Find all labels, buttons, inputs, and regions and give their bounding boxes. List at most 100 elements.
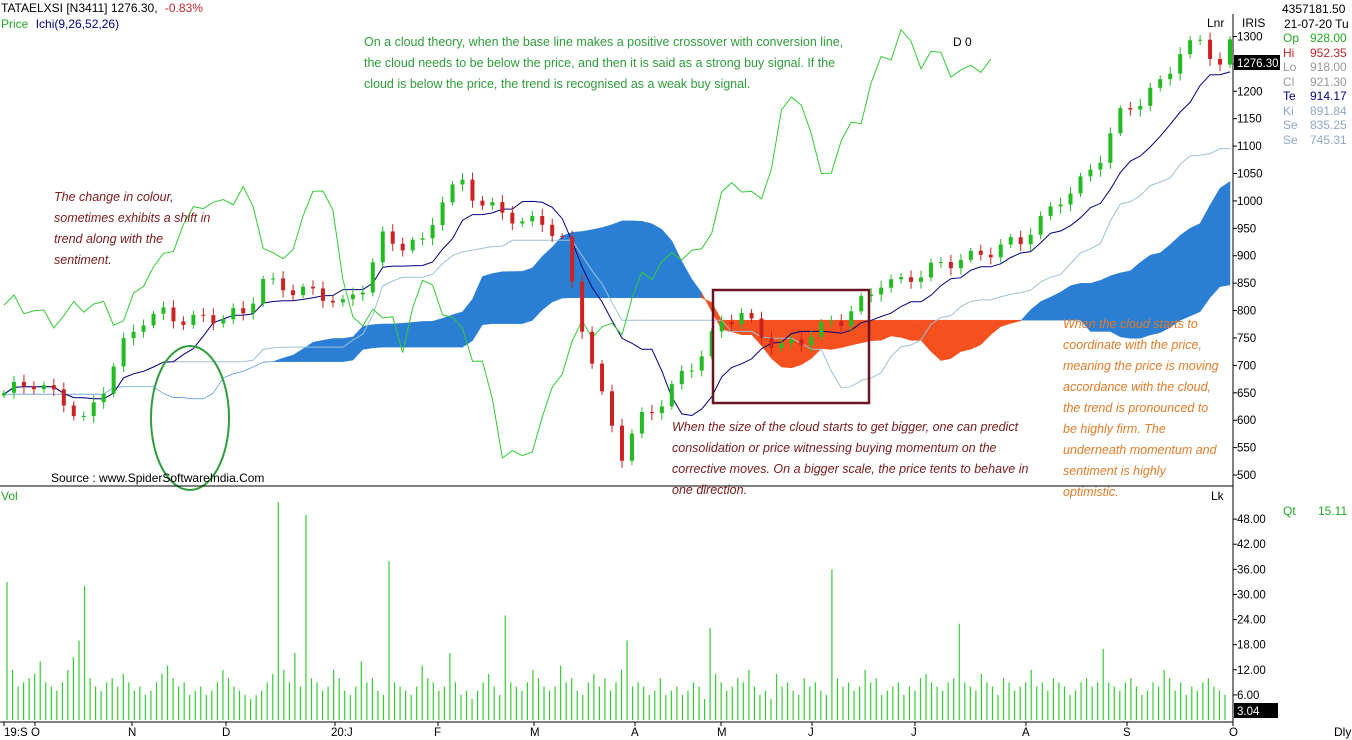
bullish-candle <box>1158 75 1163 92</box>
bullish-candle <box>430 217 435 246</box>
bullish-candle <box>968 247 973 263</box>
bearish-candle <box>550 218 555 242</box>
bullish-cloud-segment <box>213 377 224 394</box>
candle-body <box>191 314 196 325</box>
bearish-candle <box>610 384 615 433</box>
bullish-cloud-segment <box>1020 309 1031 322</box>
bullish-candle <box>1008 233 1013 248</box>
candle-body <box>400 243 405 251</box>
candle-body <box>789 339 794 344</box>
price-axis-ticks: 500 550 600 650 700 750 800 850 900 950 1000 1050 11… <box>1233 31 1263 482</box>
candle-body <box>181 321 186 325</box>
bearish-cloud-segment <box>920 319 932 353</box>
header-line-1: TATAELXSI [N3411] 1276.30, -0.83% <box>1 1 203 15</box>
candle-body <box>1068 193 1073 205</box>
bearish-cloud-segment <box>950 319 962 359</box>
bullish-cloud-segment <box>233 371 244 375</box>
bullish-cloud-segment <box>591 227 603 299</box>
bullish-candle <box>709 328 714 360</box>
last-price: 1276.30, <box>110 1 158 15</box>
ohlc-row-value: 891.84 <box>1310 103 1347 118</box>
bearish-candle <box>61 382 66 413</box>
bullish-candle <box>360 285 365 302</box>
bearish-cloud-segment <box>970 319 982 350</box>
bearish-candle <box>769 331 774 355</box>
bearish-candle <box>1218 52 1223 72</box>
bullish-candle <box>809 330 814 352</box>
candle-body <box>450 184 455 203</box>
volume-tick-label: 48.00 <box>1237 514 1266 526</box>
bullish-candle <box>1148 82 1153 112</box>
candle-body <box>859 296 864 312</box>
bullish-candle <box>889 274 894 293</box>
candle-body <box>619 425 624 461</box>
bullish-cloud-segment <box>223 373 234 379</box>
qt-value: 15.11 <box>1318 504 1348 518</box>
candle-body <box>709 331 714 357</box>
candle-body <box>161 307 166 314</box>
candle-body <box>91 402 96 416</box>
bearish-candle <box>570 230 575 288</box>
bullish-cloud-segment <box>432 318 443 348</box>
bearish-candle <box>281 271 286 298</box>
bullish-candle <box>261 275 266 307</box>
bearish-candle <box>540 208 545 233</box>
candle-body <box>769 338 774 348</box>
bullish-candle <box>370 258 375 297</box>
bearish-candle <box>71 401 76 421</box>
candle-body <box>101 393 106 403</box>
candle-body <box>879 287 884 295</box>
candle-body <box>919 277 924 282</box>
bullish-candle <box>530 210 535 227</box>
candle-body <box>301 286 306 296</box>
candle-body <box>540 215 545 225</box>
candle-body <box>1228 39 1232 65</box>
time-tick-label: J <box>808 727 814 739</box>
bullish-candle <box>141 319 146 338</box>
price-tick-label: 500 <box>1237 470 1256 482</box>
iris-label: IRIS <box>1242 16 1266 30</box>
consolidation-box <box>711 288 871 405</box>
candle-body <box>759 318 764 339</box>
bullish-cloud-segment <box>1189 223 1201 317</box>
candle-body <box>61 389 66 406</box>
bullish-cloud-segment <box>382 323 393 348</box>
bullish-cloud-segment <box>312 340 324 362</box>
bullish-cloud-segment <box>492 271 503 324</box>
candle-body <box>849 311 854 326</box>
bullish-cloud-segment <box>482 273 493 325</box>
bullish-candle <box>958 253 963 275</box>
candle-body <box>1098 162 1103 170</box>
bullish-candle <box>899 272 904 284</box>
kijun-sen-line <box>3 148 1230 400</box>
candle-body <box>111 366 116 394</box>
time-tick-label: 19:S <box>4 727 28 739</box>
bearish-cloud-segment <box>960 319 972 352</box>
time-tick-label: M <box>717 727 727 739</box>
bullish-candle <box>1138 98 1143 117</box>
candle-body <box>350 294 355 300</box>
bullish-cloud-segment <box>253 361 264 368</box>
bullish-candle <box>1058 197 1063 214</box>
candle-body <box>909 277 914 282</box>
price-tick-label: 1050 <box>1237 169 1263 181</box>
bearish-candle <box>51 378 56 397</box>
bullish-candle <box>490 197 495 210</box>
candle-body <box>221 319 226 324</box>
bullish-cloud-segment <box>691 278 702 299</box>
candle-body <box>420 238 425 240</box>
bearish-candle <box>21 374 26 394</box>
bearish-candle <box>400 237 405 257</box>
bearish-cloud-segment <box>880 319 892 341</box>
bullish-cloud-segment <box>302 341 314 362</box>
bullish-candle <box>789 334 794 349</box>
bullish-candle <box>849 305 854 332</box>
bullish-candle <box>410 236 415 254</box>
volume-bars <box>6 502 1226 720</box>
bearish-candle <box>201 308 206 322</box>
bearish-cloud-segment <box>701 292 712 312</box>
lk-label: Lk <box>1211 489 1224 503</box>
bullish-cloud-segment <box>1050 291 1061 321</box>
candle-body <box>699 356 704 371</box>
bearish-cloud-segment <box>870 319 882 341</box>
